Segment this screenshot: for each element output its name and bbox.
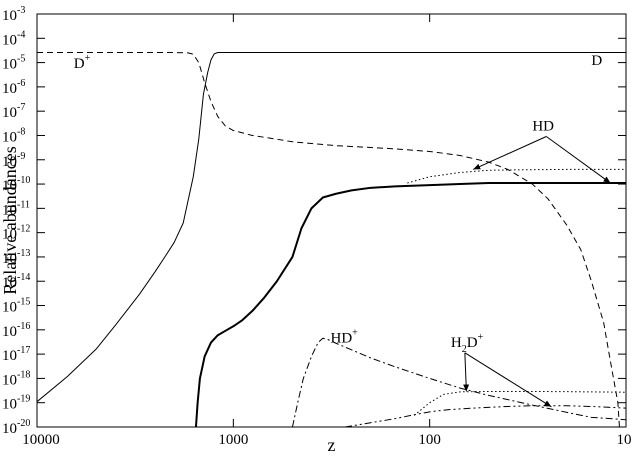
- label-HD: HD: [532, 119, 554, 135]
- series-h2d-dotted: [413, 390, 626, 416]
- label-H2D-plus-arrow: [464, 352, 552, 408]
- x-tick-label: 10000: [22, 432, 60, 448]
- label-HD-arrow: [546, 136, 611, 184]
- series-d: [37, 52, 626, 403]
- label-D-plus: D+: [74, 53, 91, 72]
- label-HD-plus: HD+: [330, 328, 358, 347]
- y-tick-label: 10-13: [2, 248, 30, 267]
- series-hd-: [291, 337, 626, 427]
- y-tick-label: 10-4: [2, 29, 25, 48]
- annotations-layer: D+ D HD HD+ H2D+: [74, 53, 611, 408]
- ticks-layer: 10000 1000 100 10 10-3 10-4 10-5 10-6 10-7 10-8 10…: [2, 5, 632, 448]
- y-tick-label: 10-14: [2, 272, 30, 291]
- y-tick-label: 10-17: [2, 345, 30, 364]
- series-h2d-: [344, 405, 626, 427]
- y-tick-label: 10-3: [2, 5, 25, 24]
- y-tick-label: 10-6: [2, 78, 25, 97]
- y-tick-label: 10-10: [2, 175, 30, 194]
- y-tick-label: 10-5: [2, 54, 25, 73]
- series-hd: [194, 182, 626, 427]
- y-tick-label: 10-15: [2, 297, 30, 316]
- label-HD-arrow: [473, 136, 547, 170]
- label-D: D: [591, 53, 602, 69]
- label-H2D-plus: H2D+: [451, 332, 484, 355]
- y-tick-label: 10-8: [2, 126, 25, 145]
- y-tick-label: 10-19: [2, 394, 30, 413]
- y-axis-title: Relative abundances: [0, 146, 20, 294]
- x-tick-label: 1000: [218, 432, 248, 448]
- x-axis-title: z: [328, 435, 336, 455]
- y-tick-label: 10-7: [2, 102, 25, 121]
- y-tick-label: 10-12: [2, 224, 30, 243]
- y-tick-label: 10-18: [2, 369, 30, 388]
- plot-frame: [36, 13, 627, 428]
- series-d-: [37, 52, 620, 427]
- y-tick-label: 10-20: [2, 418, 30, 437]
- y-tick-label: 10-11: [2, 199, 30, 218]
- curves-layer: [37, 52, 626, 427]
- series-hd-dotted: [407, 168, 626, 184]
- label-H2D-plus-arrow: [463, 352, 470, 392]
- x-tick-label: 10: [617, 432, 632, 448]
- y-tick-label: 10-16: [2, 321, 30, 340]
- x-tick-label: 100: [418, 432, 441, 448]
- y-tick-label: 10-9: [2, 151, 25, 170]
